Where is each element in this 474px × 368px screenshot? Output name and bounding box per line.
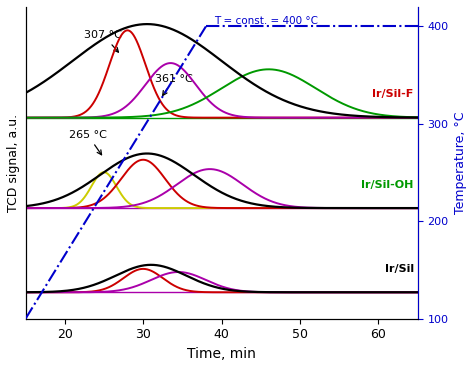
Text: T = const. = 400 °C: T = const. = 400 °C	[214, 16, 318, 26]
Text: 265 °C: 265 °C	[69, 130, 107, 155]
Y-axis label: TCD signal, a.u.: TCD signal, a.u.	[7, 114, 20, 212]
Y-axis label: Temperature, °C: Temperature, °C	[454, 112, 467, 214]
X-axis label: Time, min: Time, min	[187, 347, 256, 361]
Text: Ir/Sil-F: Ir/Sil-F	[373, 89, 414, 99]
Text: 307 °C: 307 °C	[84, 30, 122, 52]
Text: Ir/Sil-OH: Ir/Sil-OH	[361, 180, 414, 190]
Text: 361 °C: 361 °C	[155, 74, 192, 95]
Text: Ir/Sil: Ir/Sil	[384, 264, 414, 274]
